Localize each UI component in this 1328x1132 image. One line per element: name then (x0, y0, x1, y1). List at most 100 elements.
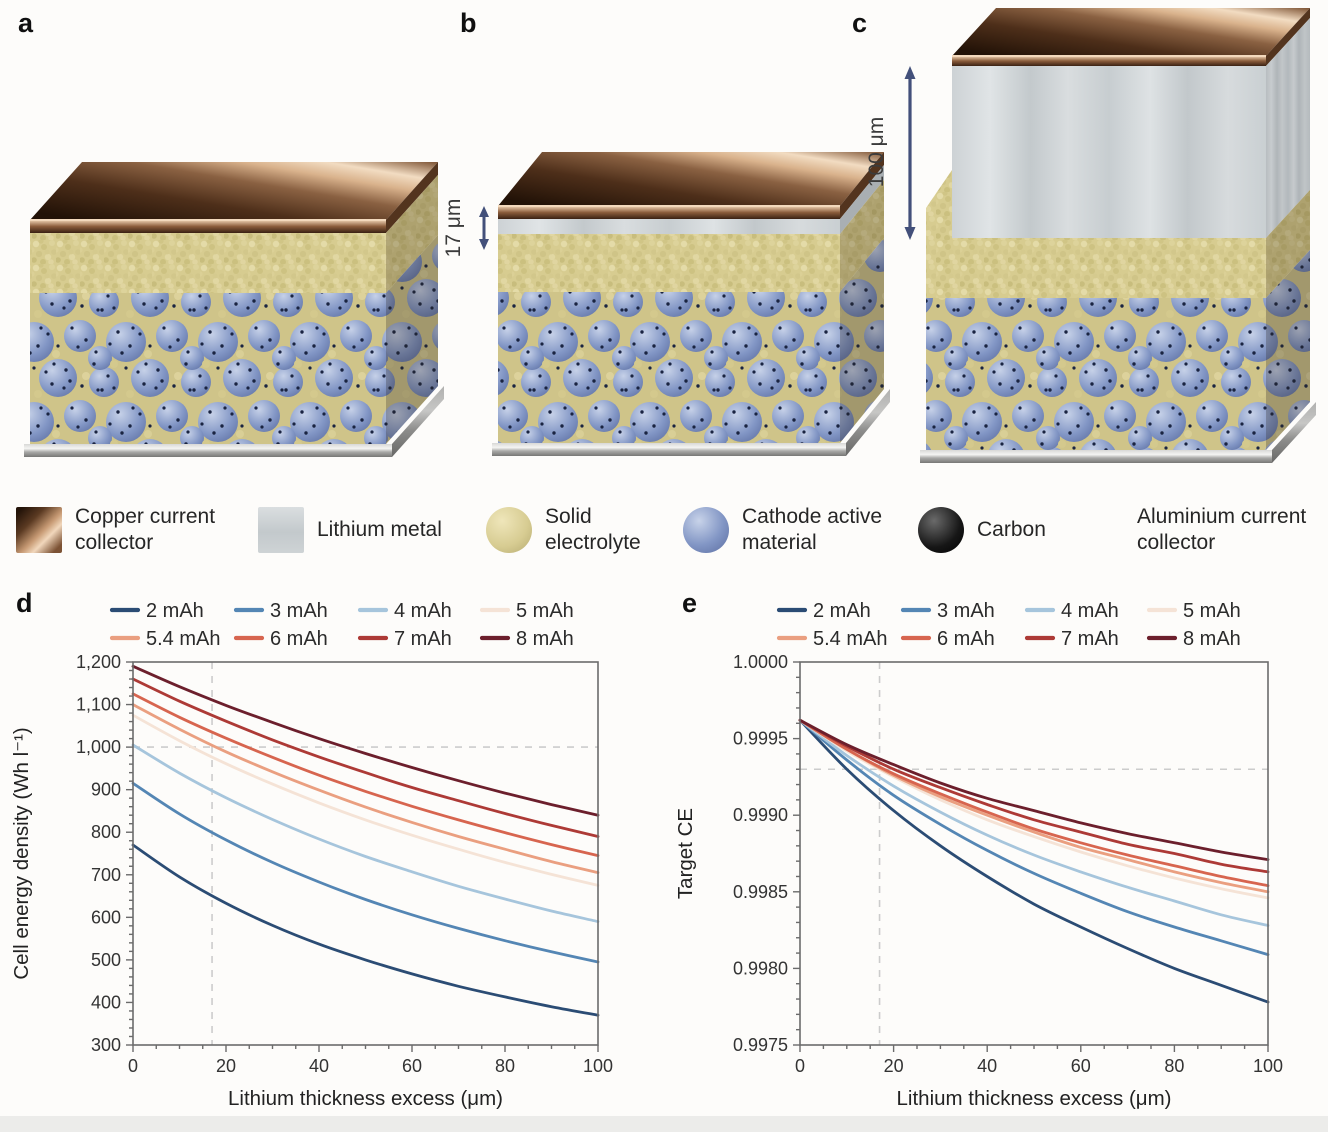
legend-label: 6 mAh (937, 628, 995, 650)
y-tick-label: 1,100 (76, 695, 121, 715)
material-label: Carbon (977, 518, 1046, 542)
electrolyte-swatch-icon (486, 507, 532, 553)
x-tick-label: 0 (128, 1056, 138, 1076)
carbon-swatch-icon (918, 507, 964, 553)
legend-label: 3 mAh (937, 600, 995, 622)
copper-top-face (952, 8, 1310, 56)
x-tick-label: 100 (1253, 1056, 1283, 1076)
y-tick-label: 0.9980 (733, 958, 788, 978)
legend-item-8-mAh: 8 mAh (479, 628, 574, 650)
legend-label: 8 mAh (516, 628, 574, 650)
y-axis-title: Target CE (674, 808, 697, 899)
y-tick-label: 0.9990 (733, 805, 788, 825)
cathode-layer (30, 293, 386, 444)
material-item-aluminium: Aluminium current collector (1078, 482, 1328, 578)
material-item-electrolyte: Solid electrolyte (486, 482, 655, 578)
aluminium-plate (492, 443, 846, 456)
copper-swatch-icon (16, 507, 62, 553)
x-tick-label: 100 (583, 1056, 613, 1076)
y-axis-title: Cell energy density (Wh l⁻¹) (10, 727, 33, 979)
legend-label: 4 mAh (1061, 600, 1119, 622)
legend-label: 4 mAh (394, 600, 452, 622)
y-tick-label: 0.9985 (733, 882, 788, 902)
x-tick-label: 80 (495, 1056, 515, 1076)
legend-label: 5.4 mAh (146, 628, 220, 650)
x-tick-label: 40 (977, 1056, 997, 1076)
legend-item-2-mAh: 2 mAh (776, 600, 871, 622)
legend-item-6-mAh: 6 mAh (900, 628, 995, 650)
dimension-label-100um: 100 μm (865, 117, 888, 187)
series-line-6-mAh (131, 692, 600, 857)
legend-label: 7 mAh (394, 628, 452, 650)
x-tick-label: 40 (309, 1056, 329, 1076)
electrolyte-layer (30, 233, 386, 293)
electrolyte-layer (498, 234, 840, 292)
cathode-swatch-icon (683, 507, 729, 553)
series-line-7-mAh (131, 677, 600, 838)
material-label: Solid electrolyte (545, 505, 641, 554)
material-label: Cathode active material (742, 505, 883, 554)
panel-label-d: d (16, 588, 33, 618)
legend-item-5-mAh: 5 mAh (479, 600, 574, 622)
series-line-5-4-mAh (131, 703, 600, 874)
legend-item-6-mAh: 6 mAh (233, 628, 328, 650)
series-line-4-mAh (798, 718, 1270, 927)
legend-label: 3 mAh (270, 600, 328, 622)
legend-label: 2 mAh (813, 600, 871, 622)
page-bottom-strip (0, 1116, 1328, 1132)
series-line-2-mAh (798, 718, 1270, 1004)
dimension-arrow-100um (904, 66, 916, 240)
material-label: Aluminium current collector (1137, 505, 1307, 554)
legend-item-8-mAh: 8 mAh (1146, 628, 1241, 650)
y-tick-label: 900 (91, 780, 121, 800)
lithium-swatch-icon (258, 507, 304, 553)
y-tick-label: 1.0000 (733, 652, 788, 672)
copper-front-edge (498, 206, 840, 219)
legend-item-7-mAh: 7 mAh (1024, 628, 1119, 650)
chart-e-target-ce: 0 20 40 60 80 100 0.9975 0.9980 0.9985 0.9990 0.99… (674, 600, 1283, 1110)
battery-render-thick-lithium: 100 μm (865, 8, 1316, 463)
material-item-lithium: Lithium metal (258, 482, 442, 578)
y-tick-label: 600 (91, 907, 121, 927)
legend-item-5-mAh: 5 mAh (1146, 600, 1241, 622)
battery-render-no-lithium (24, 162, 444, 457)
copper-front-edge (30, 220, 386, 233)
legend-label: 5 mAh (516, 600, 574, 622)
series-line-3-mAh (131, 781, 600, 964)
legend-label: 5.4 mAh (813, 628, 887, 650)
x-axis-title: Lithium thickness excess (μm) (897, 1087, 1172, 1110)
y-tick-label: 1,200 (76, 652, 121, 672)
legend-label: 8 mAh (1183, 628, 1241, 650)
copper-front-edge (952, 56, 1266, 66)
legend-item-5-4-mAh: 5.4 mAh (776, 628, 887, 650)
copper-top-face (30, 162, 438, 220)
x-tick-label: 80 (1164, 1056, 1184, 1076)
y-tick-label: 0.9995 (733, 729, 788, 749)
legend-item-3-mAh: 3 mAh (233, 600, 328, 622)
legend-item-7-mAh: 7 mAh (357, 628, 452, 650)
legend-label: 2 mAh (146, 600, 204, 622)
x-tick-label: 0 (795, 1056, 805, 1076)
lithium-block (952, 66, 1266, 238)
legend-item-2-mAh: 2 mAh (109, 600, 204, 622)
legend-item-3-mAh: 3 mAh (900, 600, 995, 622)
y-tick-label: 300 (91, 1035, 121, 1055)
aluminium-plate (920, 450, 1272, 463)
legend-label: 7 mAh (1061, 628, 1119, 650)
x-tick-label: 60 (1071, 1056, 1091, 1076)
y-tick-label: 400 (91, 992, 121, 1012)
legend-label: 6 mAh (270, 628, 328, 650)
copper-top-face (498, 152, 884, 206)
y-tick-label: 800 (91, 822, 121, 842)
x-tick-label: 20 (216, 1056, 236, 1076)
series-line-4-mAh (131, 743, 600, 923)
cathode-layer (498, 292, 840, 443)
series-line-8-mAh (131, 664, 600, 817)
materials-legend: Copper current collector Lithium metal Sol… (0, 482, 1328, 578)
panel-label-c: c (852, 8, 868, 38)
x-tick-label: 60 (402, 1056, 422, 1076)
chart-d-cell-energy-density: 0 20 40 60 80 100 300 400 500 600 700 800 900 1,000 1,… (10, 600, 613, 1110)
lithium-layer (498, 219, 840, 234)
aluminium-swatch-icon (1078, 507, 1124, 553)
